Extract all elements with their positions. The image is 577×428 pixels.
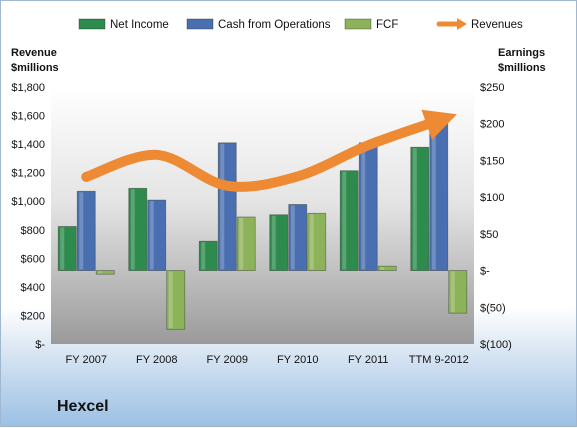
x-axis-tick-label: FY 2009 — [207, 354, 248, 366]
legend-label-revenues: Revenues — [471, 19, 523, 31]
bar-net-income — [410, 146, 430, 271]
x-axis-ticks: FY 2007 FY 2008 FY 2009 FY 2010 FY 2011 TTM 9… — [66, 354, 469, 366]
legend-swatch-net-income — [78, 18, 106, 30]
legend-swatch-fcf — [344, 18, 372, 30]
bar-highlight-net-income — [201, 242, 206, 270]
legend-swatch-cash-from-operations — [186, 18, 214, 30]
bar-fcf — [95, 270, 115, 275]
bar-highlight-cash-from-operations — [431, 116, 436, 270]
legend: Net Income Cash from Operations FCF Revenue… — [78, 18, 523, 31]
bar-highlight-net-income — [342, 171, 347, 270]
bar-highlight-fcf — [380, 267, 385, 270]
left-axis-tick-label: $800 — [21, 225, 45, 237]
bar-net-income — [339, 170, 359, 271]
revenue-line-group — [81, 109, 457, 192]
left-axis-tick-label: $400 — [21, 282, 45, 294]
bar-cash-from-operations — [76, 190, 96, 271]
x-axis-tick-label: FY 2007 — [66, 354, 107, 366]
bar-highlight-fcf — [239, 217, 244, 270]
bar-net-income — [198, 240, 218, 271]
legend-arrow-revenues — [457, 18, 467, 30]
right-axis-ticks: $(100) $(50) $- $50 $100 $150 $200 $250 — [480, 82, 512, 351]
x-axis-tick-label: TTM 9-2012 — [409, 354, 469, 366]
right-axis-tick-label: $250 — [480, 82, 504, 94]
bar-highlight-net-income — [412, 148, 417, 270]
left-axis-title-line2: $millions — [11, 62, 59, 74]
bar-highlight-cash-from-operations — [290, 205, 295, 270]
x-axis-tick-label: FY 2008 — [136, 354, 177, 366]
left-axis-tick-label: $200 — [21, 310, 45, 322]
left-axis-tick-label: $1,000 — [11, 196, 45, 208]
bar-net-income — [57, 226, 77, 271]
bar-highlight-fcf — [168, 271, 173, 329]
bar-highlight-fcf — [309, 214, 314, 270]
bar-fcf — [236, 216, 256, 271]
left-axis-tick-label: $- — [35, 339, 45, 351]
right-axis-tick-label: $200 — [480, 119, 504, 131]
left-axis-tick-label: $1,600 — [11, 111, 45, 123]
bar-fcf — [307, 212, 327, 271]
bar-highlight-net-income — [271, 215, 276, 270]
left-axis-ticks: $- $200 $400 $600 $800 $1,000 $1,200 $1,400 $1,6… — [11, 82, 45, 351]
left-axis-title-line1: Revenue — [11, 47, 57, 59]
right-axis-tick-label: $100 — [480, 192, 504, 204]
left-axis-tick-label: $1,800 — [11, 82, 45, 94]
left-axis-tick-label: $1,200 — [11, 168, 45, 180]
right-axis-tick-label: $- — [480, 266, 490, 278]
x-axis-tick-label: FY 2010 — [277, 354, 318, 366]
x-axis-tick-label: FY 2011 — [348, 354, 389, 366]
right-axis-title-line2: $millions — [498, 62, 546, 74]
bar-highlight-cash-from-operations — [220, 143, 225, 270]
bar-highlight-net-income — [60, 227, 65, 270]
right-axis-title-line1: Earnings — [498, 47, 545, 59]
bar-highlight-fcf — [98, 271, 103, 274]
bar-group — [57, 115, 468, 330]
bar-cash-from-operations — [217, 142, 237, 271]
left-axis-tick-label: $600 — [21, 253, 45, 265]
legend-label-net-income: Net Income — [110, 19, 169, 31]
legend-label-fcf: FCF — [376, 19, 398, 31]
bar-cash-from-operations — [147, 199, 167, 271]
right-axis-tick-label: $(100) — [480, 339, 512, 351]
bar-fcf — [377, 265, 397, 271]
bar-net-income — [269, 214, 289, 271]
bar-highlight-cash-from-operations — [79, 192, 84, 270]
revenue-line — [81, 109, 457, 192]
company-name: Hexcel — [57, 398, 109, 415]
bar-cash-from-operations — [288, 204, 308, 271]
right-axis-tick-label: $50 — [480, 229, 498, 241]
bar-highlight-net-income — [130, 189, 135, 270]
right-axis-tick-label: $150 — [480, 155, 504, 167]
legend-label-cash-from-operations: Cash from Operations — [218, 19, 331, 31]
bar-fcf — [166, 270, 186, 330]
left-axis-tick-label: $1,400 — [11, 139, 45, 151]
bar-highlight-cash-from-operations — [149, 201, 154, 270]
bar-highlight-fcf — [450, 271, 455, 313]
right-axis-tick-label: $(50) — [480, 302, 506, 314]
bar-fcf — [448, 270, 468, 314]
bar-net-income — [128, 187, 148, 271]
bar-highlight-cash-from-operations — [361, 143, 366, 270]
